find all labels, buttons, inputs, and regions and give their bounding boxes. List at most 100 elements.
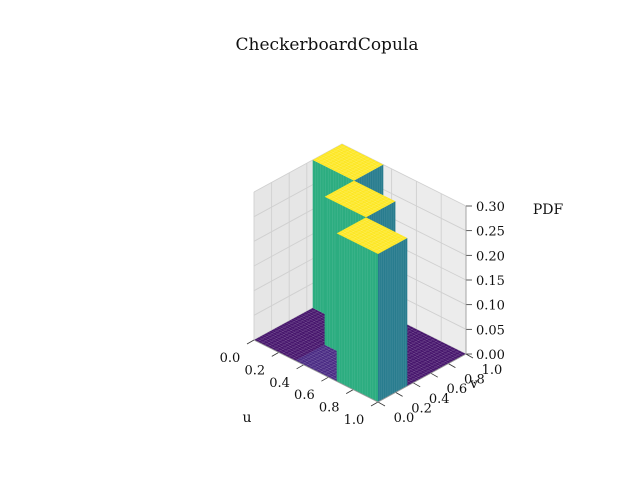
floor-cell-2-2-mesh [414,338,457,360]
floor-cell-0-0-mesh [281,337,311,354]
x-tick-label: 0.2 [244,363,265,378]
y-tick-label: 0.4 [429,392,450,407]
bar-top-1-1-mesh [341,189,372,206]
bar-top-1-1 [324,180,396,218]
x-tick [246,339,255,345]
bar-top-2-0-mesh [374,236,404,253]
floor-cell-2-1-mesh [403,368,434,385]
bar-top-2-0-mesh [348,226,391,248]
floor-cell-2-2-mesh [433,352,463,369]
bar-top-2-0-face [336,217,408,254]
bar-top-0-2-mesh [319,155,362,177]
floor-cell-2-2-mesh [415,343,446,360]
bar-top-0-2-mesh [334,147,377,169]
bar-top-2-0 [336,217,408,254]
bar-top-0-2-mesh [322,154,364,176]
z-tick-label: 0.05 [476,323,505,338]
bar-face-side [378,238,408,402]
floor-cell-0-1-mesh [285,322,328,344]
bar-top-1-1-mesh [334,185,365,203]
floor-cell-2-2-mesh [422,334,464,356]
floor-cell-0-1-mesh [290,311,320,328]
bar-top-1-1-mesh [344,185,386,207]
floor-cell-1-0-mesh [308,351,339,368]
bar-top-1-1-mesh [327,182,358,199]
floor-cell-0-0-mesh [260,327,291,344]
x-tick [296,364,304,370]
floor-cell-0-0-mesh [274,334,305,351]
floor-cell-0-0-mesh [284,339,315,356]
bar-top-2-0-mesh [353,223,396,245]
z-tick-label: 0.20 [476,249,505,264]
x-tick [321,376,329,382]
y-tick [413,382,421,388]
x-tick [271,352,279,357]
axis-ticks: 0.00.20.40.60.81.0 0.00.20.40.60.81.00.00… [220,200,505,428]
bar-top-0-2-mesh [315,158,357,180]
bar-top-1-1-mesh [351,181,394,203]
floor-cell-2-2 [395,333,466,370]
z-axis-label: PDF [533,202,564,218]
z-tick-label: 0.00 [476,348,505,363]
bar-top-2-0-mesh [367,232,398,250]
floor-cell-0-0-mesh [277,335,308,353]
floor-cell-2-2-mesh [405,338,436,355]
floor-cell-0-0-mesh [278,326,320,348]
y-tick-label: 0.6 [446,382,467,397]
bar-cell-2-0 [336,233,408,402]
bar-top-2-0-mesh [363,218,405,240]
floor-cell-0-0-mesh [257,325,287,342]
y-tick [377,401,386,407]
bar-top-0-2-mesh [343,159,374,176]
y-tick [430,372,438,378]
bar-top-2-0-mesh [361,219,403,241]
floor-cell-2-2-mesh [409,340,439,357]
floor-cell-0-0-mesh [291,342,322,360]
bar-top-1-1-mesh [358,197,389,215]
floor-cell-0-0-mesh [264,328,294,346]
floor-cell-0-0-mesh [273,329,315,351]
floor-cell-2-2-mesh [405,343,447,365]
bar-top-0-2-mesh [329,152,360,169]
y-tick [448,363,456,368]
bar-top-2-0-mesh [356,222,398,244]
bar-top-1-1-mesh [331,183,362,201]
floor-cell-1-0-mesh [300,357,342,379]
floor-cell-2-2-mesh [429,350,460,367]
bar-top-2-0-mesh [343,229,386,251]
floor-cell-0-0-mesh [263,334,306,356]
bar-top-0-2-mesh [340,157,370,174]
floor-cell-0-0-mesh [275,327,318,349]
floor-cell-0-0-mesh [270,330,313,352]
bar-top-2-0-mesh [340,218,370,236]
y-tick-label: 0.2 [411,401,432,416]
bar-top-0-2-mesh [332,149,374,171]
x-tick [346,389,354,394]
bar-top-2-0-mesh [353,225,384,243]
floor-cell-0-0-mesh [267,330,298,348]
bar-top-0-2-mesh [326,150,356,168]
y-tick-label: 0.0 [394,411,415,426]
floor-cell-1-0-mesh [298,346,329,363]
x-tick [370,401,379,407]
floor-cell-0-0-mesh [266,333,308,355]
bar-top-2-0-mesh [358,221,401,243]
bar-top-2-0-mesh [343,220,374,238]
bar-top-2-0-mesh [350,224,380,241]
floor-cell-0-0-mesh [256,338,298,360]
z-tick-label: 0.15 [476,274,505,289]
bar-top-1-1-mesh [348,192,379,209]
floor-cell-0-0-face [254,324,325,361]
bar-face-front [336,233,378,402]
floor-cell-0-0-mesh [271,332,301,349]
bar-top-0-2-face [312,144,384,181]
surface [254,144,466,402]
floor-cell-0-0 [254,324,325,361]
bar-top-0-2-mesh [319,147,350,164]
bar-top-2-0-mesh [341,230,383,252]
floor-cell-0-1-mesh [296,314,327,332]
bar-top-1-1-mesh [341,187,384,209]
x-tick-label: 1.0 [344,413,365,428]
bar-top-1-1-mesh [334,191,376,213]
